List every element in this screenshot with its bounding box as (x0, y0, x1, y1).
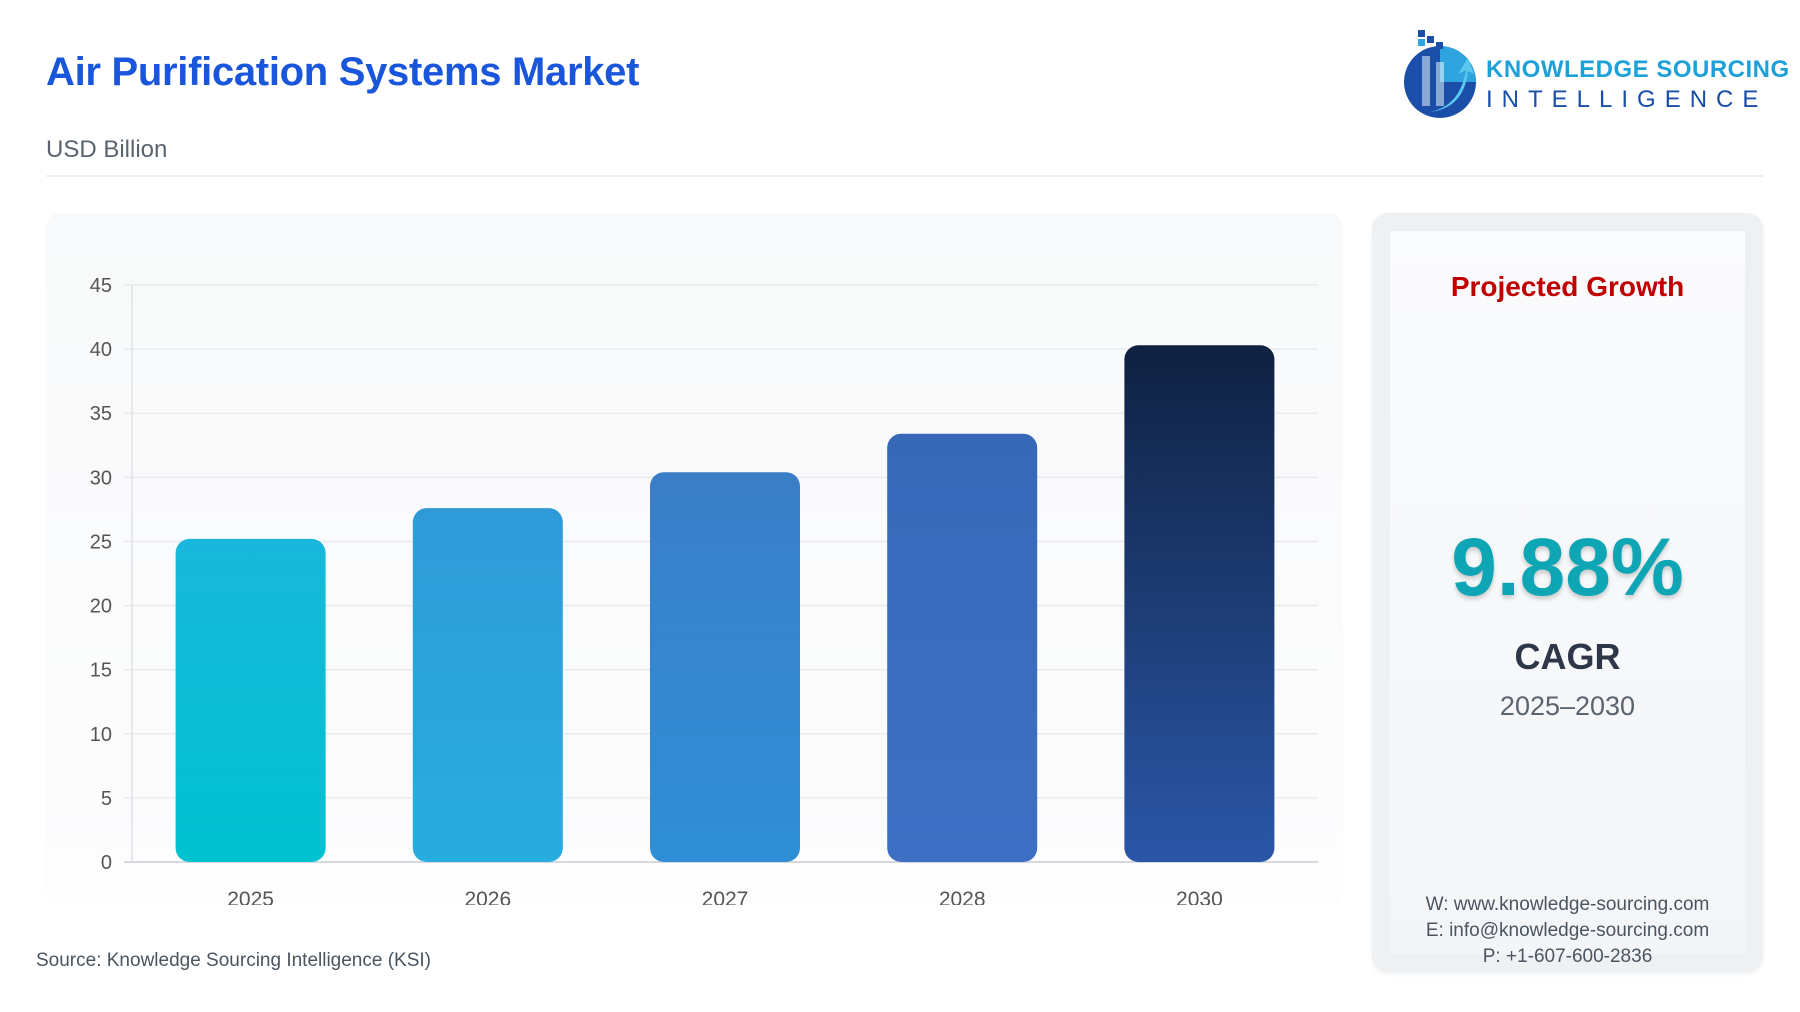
company-logo: KNOWLEDGE SOURCING INTELLIGENCE (1400, 26, 1789, 122)
bar-2027 (650, 472, 800, 862)
y-tick-label: 5 (101, 788, 112, 810)
x-tick-label: 2028 (939, 888, 986, 905)
cagr-period: 2025–2030 (1499, 691, 1636, 721)
y-tick-label: 0 (101, 852, 112, 874)
cagr-value: 9.88% (1451, 522, 1684, 613)
y-tick-label: 30 (90, 467, 112, 489)
source-note: Source: Knowledge Sourcing Intelligence … (36, 950, 432, 971)
y-tick-label: 20 (90, 596, 112, 618)
bar-2030 (1124, 345, 1275, 862)
website-link[interactable]: W: www.knowledge-sourcing.com (1425, 894, 1710, 915)
logo-text-line1: KNOWLEDGE SOURCING (1486, 56, 1790, 83)
logo-icon (1404, 30, 1476, 118)
bar-2025 (175, 538, 326, 862)
cagr-label: CAGR (1514, 636, 1621, 677)
bar-2028 (887, 433, 1038, 862)
y-tick-label: 10 (90, 724, 112, 746)
projected-growth-heading: Projected Growth (1450, 271, 1685, 302)
y-tick-label: 15 (90, 660, 112, 682)
y-tick-label: 40 (90, 339, 112, 361)
growth-card-inner: Projected Growth 9.88% CAGR 2025–2030 W:… (1390, 231, 1745, 967)
bar-2026 (412, 508, 563, 862)
phone-text: P: +1-607-600-2836 (1482, 946, 1653, 967)
y-tick-label: 35 (90, 403, 112, 425)
growth-card: Projected Growth 9.88% CAGR 2025–2030 W:… (1372, 213, 1763, 972)
unit-subtitle: USD Billion (46, 136, 168, 163)
email-link[interactable]: E: info@knowledge-sourcing.com (1425, 920, 1710, 941)
x-tick-label: 2027 (702, 888, 749, 905)
x-tick-label: 2026 (464, 888, 511, 905)
page-title: Air Purification Systems Market (46, 50, 640, 94)
logo-text-line2: INTELLIGENCE (1486, 86, 1768, 113)
chart-card: 0 5 10 15 20 25 30 35 40 45 2025 2026 2027 2028 2030 (46, 213, 1343, 905)
divider (46, 175, 1764, 177)
x-tick-label: 2030 (1176, 888, 1223, 905)
x-tick-label: 2025 (227, 888, 274, 905)
y-tick-label: 25 (90, 531, 112, 553)
y-tick-label: 45 (90, 275, 112, 297)
